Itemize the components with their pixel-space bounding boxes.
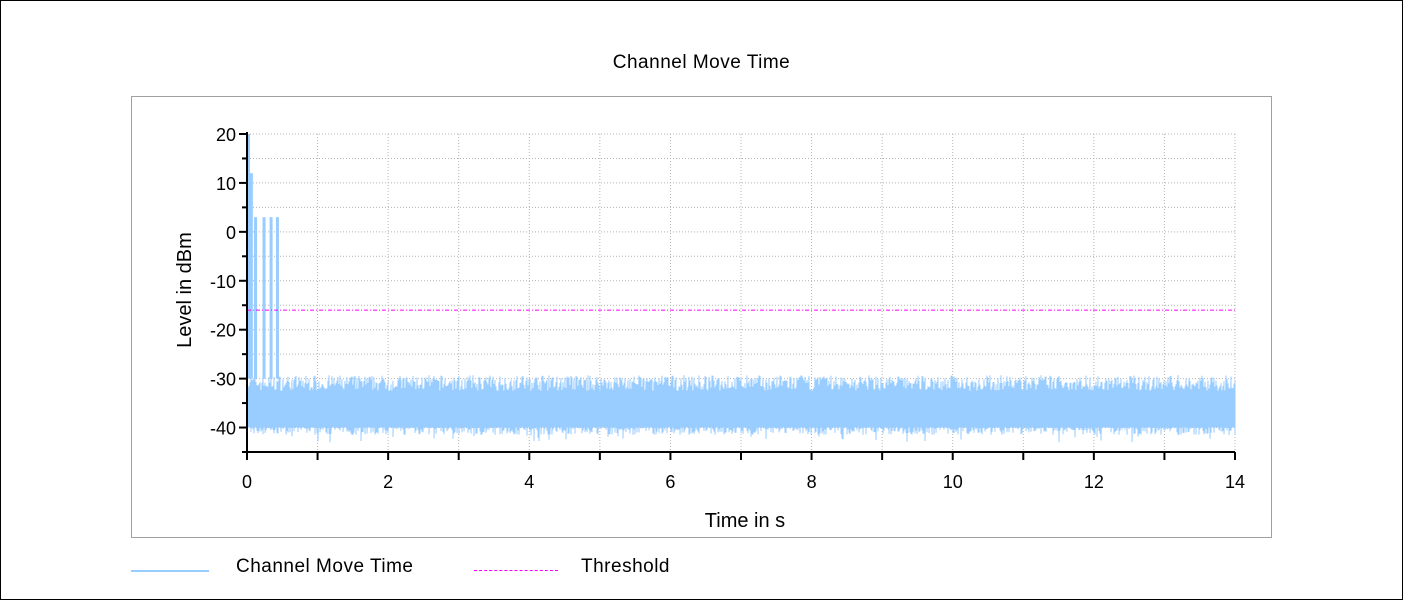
x-tick-label: 6 xyxy=(665,472,675,492)
y-tick-label: 0 xyxy=(226,223,236,243)
burst-bar xyxy=(262,217,266,379)
y-tick-label: -30 xyxy=(210,370,236,390)
x-tick-labels: 0 2 4 6 8 10 12 14 xyxy=(242,472,1245,492)
y-axis-label: Level in dBm xyxy=(174,232,196,348)
y-tick-label: 10 xyxy=(216,174,236,194)
burst-bar xyxy=(247,134,250,379)
burst-bar xyxy=(254,217,258,379)
noise-floor-band xyxy=(247,393,1235,428)
y-tick-label: -20 xyxy=(210,321,236,341)
legend-label-threshold: Threshold xyxy=(581,556,670,577)
x-tick-label: 2 xyxy=(383,472,393,492)
x-tick-label: 8 xyxy=(807,472,817,492)
x-axis-label: Time in s xyxy=(705,510,785,532)
y-tick-label: -10 xyxy=(210,272,236,292)
legend-swatch-channel-move-time xyxy=(131,570,209,572)
burst-bar xyxy=(249,173,253,379)
x-tick-label: 0 xyxy=(242,472,252,492)
burst-bar xyxy=(275,217,279,379)
y-tick-labels: 20 10 0 -10 -20 -30 -40 xyxy=(210,125,236,439)
legend: Channel Move Time Threshold xyxy=(0,556,1403,586)
grid-lines xyxy=(247,133,1236,452)
series-channel-move-time-bursts xyxy=(247,134,279,379)
axes xyxy=(239,132,1236,460)
burst-bar xyxy=(269,217,273,379)
series-channel-move-time-noise xyxy=(246,375,1236,443)
legend-swatch-threshold xyxy=(474,570,558,571)
plot-area-border xyxy=(131,96,1272,538)
x-tick-label: 10 xyxy=(943,472,963,492)
y-tick-label: -40 xyxy=(210,419,236,439)
chart-title: Channel Move Time xyxy=(612,52,791,73)
y-tick-label: 20 xyxy=(216,125,236,145)
x-tick-label: 12 xyxy=(1084,472,1104,492)
x-tick-label: 14 xyxy=(1225,472,1245,492)
legend-label-channel-move-time: Channel Move Time xyxy=(236,556,414,577)
x-tick-label: 4 xyxy=(524,472,534,492)
